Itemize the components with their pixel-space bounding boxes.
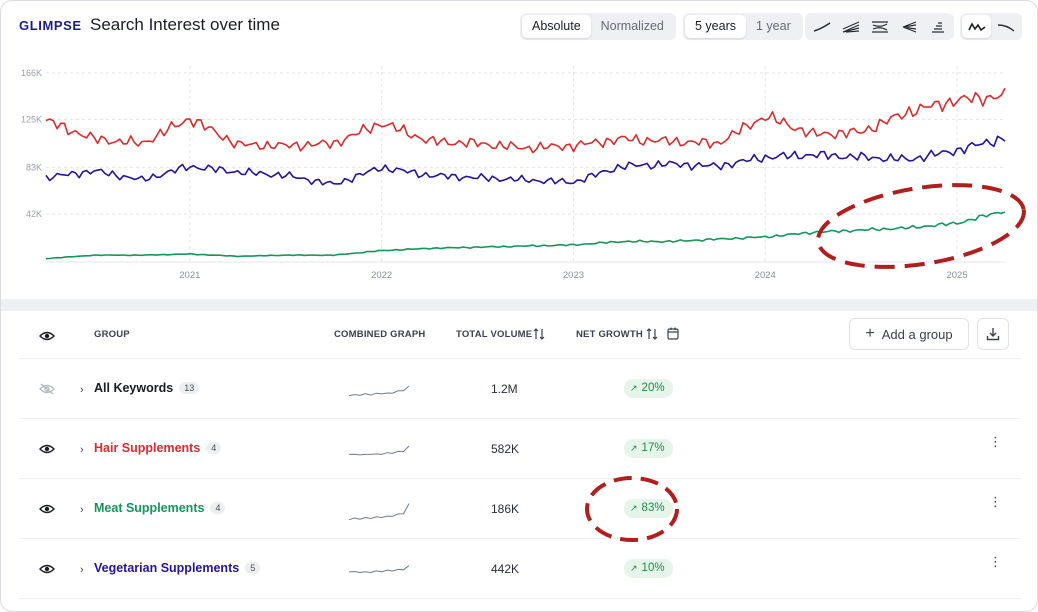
y-tick-label: 42K (26, 209, 42, 219)
stacked-area-icon[interactable] (836, 15, 865, 38)
sparkline (348, 385, 410, 397)
chart-style-toggle (805, 13, 954, 40)
net-growth-badge: ↗ 17% (624, 439, 673, 458)
table-row[interactable]: › All Keywords 13 1.2M ↗ 20% (19, 359, 1021, 419)
sparkline-path (348, 565, 410, 574)
chevron-right-icon[interactable]: › (80, 384, 84, 396)
chevron-right-icon[interactable]: › (80, 564, 84, 576)
x-tick-label: 2024 (755, 270, 776, 281)
total-volume: 442K (491, 562, 520, 576)
group-name[interactable]: All Keywords 13 (94, 381, 200, 395)
sparkline-path (348, 503, 410, 521)
download-icon (986, 328, 1000, 341)
sparkline-path (348, 385, 410, 397)
eye-icon[interactable] (39, 330, 55, 342)
normalized-option[interactable]: Normalized (600, 19, 664, 33)
chevron-right-icon[interactable]: › (80, 444, 84, 456)
series-line-hair-supplements (45, 87, 1006, 154)
table-header: GROUP COMBINED GRAPH TOTAL VOLUME NET GR… (19, 311, 1021, 359)
total-volume: 582K (491, 442, 520, 456)
page-title: Search Interest over time (90, 15, 280, 34)
series-line-vegetarian-supplements (45, 135, 1006, 186)
y-tick-label: 83K (26, 162, 42, 172)
arrow-up-right-icon: ↗ (630, 383, 638, 393)
net-growth-badge: ↗ 10% (624, 559, 673, 578)
total-volume-header[interactable]: TOTAL VOLUME (456, 329, 533, 340)
eye-icon[interactable] (39, 503, 55, 515)
combined-graph-header: COMBINED GRAPH (334, 329, 426, 340)
total-volume: 1.2M (491, 382, 518, 396)
net-growth-header[interactable]: NET GROWTH (576, 329, 643, 340)
eye-icon[interactable] (39, 563, 55, 575)
x-tick-label: 2023 (563, 270, 584, 281)
range-toggle: 5 years 1 year (683, 13, 803, 40)
table-row[interactable]: › Meat Supplements 4 186K ↗ 83% ⋮ (19, 479, 1021, 539)
sparkline-path (348, 445, 410, 456)
net-growth-badge: ↗ 20% (624, 379, 673, 398)
total-volume: 186K (491, 502, 520, 516)
arrow-up-right-icon: ↗ (630, 443, 638, 453)
section-divider (1, 299, 1037, 311)
smooth-line-icon[interactable] (991, 15, 1020, 38)
add-group-label: Add a group (881, 326, 953, 342)
keyword-count-badge: 4 (206, 442, 222, 454)
add-group-button[interactable]: + Add a group (849, 318, 969, 350)
keyword-count-badge: 13 (179, 382, 200, 394)
y-tick-label: 166K (21, 68, 42, 78)
x-tick-label: 2021 (179, 270, 200, 281)
line-chart-icon[interactable] (807, 15, 836, 38)
keyword-count-badge: 4 (210, 502, 226, 514)
x-tick-label: 2022 (371, 270, 392, 281)
five-years-option[interactable]: 5 years (685, 15, 746, 38)
stream-chart-icon[interactable] (865, 15, 894, 38)
sparkline (348, 565, 410, 574)
table-row[interactable]: › Hair Supplements 4 582K ↗ 17% ⋮ (19, 419, 1021, 479)
chevron-right-icon[interactable]: › (80, 504, 84, 516)
sort-volume-icon[interactable] (533, 327, 545, 341)
calendar-icon[interactable] (667, 327, 679, 340)
more-menu-icon[interactable]: ⋮ (989, 434, 1002, 449)
arrow-up-right-icon: ↗ (630, 503, 638, 513)
y-tick-label: 125K (21, 115, 42, 125)
raw-line-icon[interactable] (962, 15, 991, 38)
keyword-count-badge: 5 (245, 562, 261, 574)
one-year-option[interactable]: 1 year (756, 19, 791, 33)
group-header: GROUP (94, 329, 130, 340)
search-interest-chart: 42K 83K 125K 166K 2021 2022 2023 2024 2025 (21, 66, 1006, 281)
sparkline (348, 503, 410, 521)
download-button[interactable] (977, 318, 1009, 350)
arrow-up-right-icon: ↗ (630, 563, 638, 573)
fan-chart-icon[interactable] (894, 15, 923, 38)
more-menu-icon[interactable]: ⋮ (989, 554, 1002, 569)
table-row[interactable]: › Vegetarian Supplements 5 442K ↗ 10% ⋮ (19, 539, 1021, 599)
more-menu-icon[interactable]: ⋮ (989, 494, 1002, 509)
plus-icon: + (865, 325, 875, 342)
bar-stack-icon[interactable] (923, 15, 952, 38)
net-growth-badge: ↗ 83% (624, 499, 673, 518)
eye-off-icon[interactable] (39, 383, 55, 395)
smoothing-toggle (960, 13, 1022, 40)
absolute-option[interactable]: Absolute (522, 15, 591, 38)
eye-icon[interactable] (39, 443, 55, 455)
group-name[interactable]: Hair Supplements 4 (94, 441, 222, 455)
sort-growth-icon[interactable] (646, 327, 658, 341)
scale-toggle: Absolute Normalized (520, 13, 676, 40)
group-name[interactable]: Meat Supplements 4 (94, 501, 226, 515)
logo: GLIMPSE (19, 18, 82, 33)
sparkline (348, 445, 410, 456)
x-tick-label: 2025 (946, 270, 967, 281)
group-name[interactable]: Vegetarian Supplements 5 (94, 561, 261, 575)
